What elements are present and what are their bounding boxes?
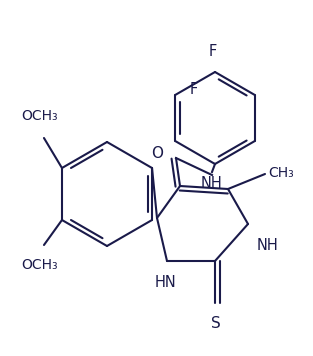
Text: CH₃: CH₃ [268,166,294,180]
Text: F: F [209,44,217,59]
Text: NH: NH [201,177,223,192]
Text: OCH₃: OCH₃ [22,109,58,123]
Text: OCH₃: OCH₃ [22,258,58,272]
Text: HN: HN [155,275,177,290]
Text: S: S [211,316,221,331]
Text: F: F [189,83,198,98]
Text: NH: NH [257,238,279,253]
Text: O: O [151,147,163,162]
